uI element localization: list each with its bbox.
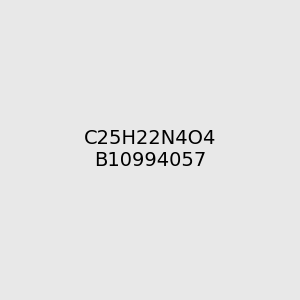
Text: C25H22N4O4
B10994057: C25H22N4O4 B10994057 xyxy=(84,130,216,170)
